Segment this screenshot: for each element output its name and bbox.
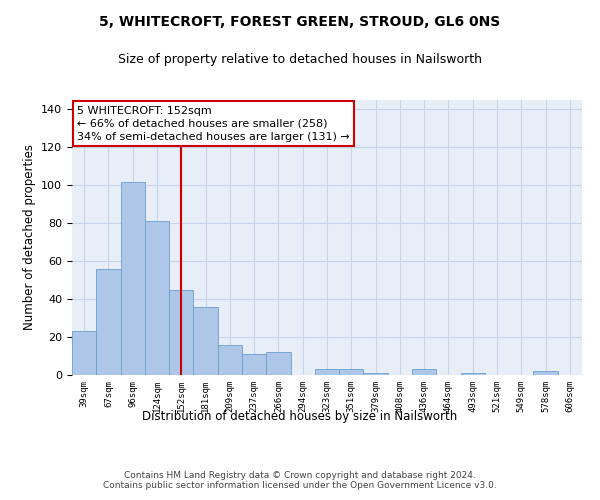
Bar <box>266 352 290 375</box>
Bar <box>533 371 558 375</box>
Text: 5, WHITECROFT, FOREST GREEN, STROUD, GL6 0NS: 5, WHITECROFT, FOREST GREEN, STROUD, GL6… <box>100 15 500 29</box>
Bar <box>145 222 169 375</box>
Text: Size of property relative to detached houses in Nailsworth: Size of property relative to detached ho… <box>118 52 482 66</box>
Bar <box>72 332 96 375</box>
Bar <box>461 373 485 375</box>
Bar <box>412 370 436 375</box>
Y-axis label: Number of detached properties: Number of detached properties <box>23 144 35 330</box>
Bar <box>121 182 145 375</box>
Bar <box>242 354 266 375</box>
Bar <box>315 370 339 375</box>
Bar <box>193 306 218 375</box>
Bar <box>364 373 388 375</box>
Text: 5 WHITECROFT: 152sqm
← 66% of detached houses are smaller (258)
34% of semi-deta: 5 WHITECROFT: 152sqm ← 66% of detached h… <box>77 106 350 142</box>
Bar <box>169 290 193 375</box>
Text: Contains HM Land Registry data © Crown copyright and database right 2024.
Contai: Contains HM Land Registry data © Crown c… <box>103 470 497 490</box>
Bar <box>96 269 121 375</box>
Bar <box>218 344 242 375</box>
Bar <box>339 370 364 375</box>
Text: Distribution of detached houses by size in Nailsworth: Distribution of detached houses by size … <box>142 410 458 423</box>
